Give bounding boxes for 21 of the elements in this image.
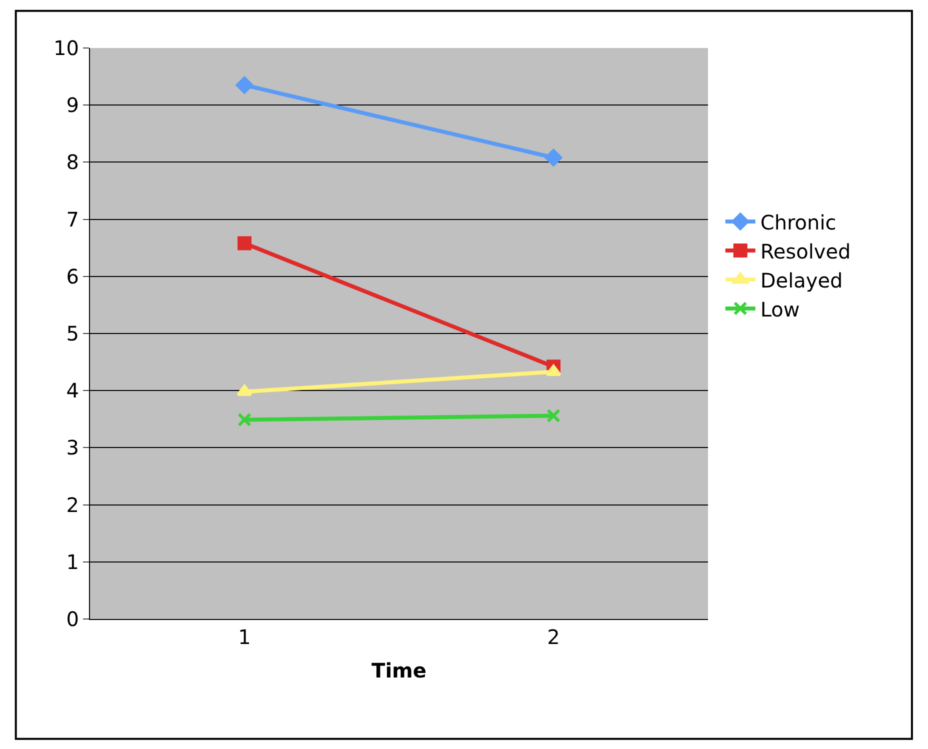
x-axis-title: Time [372, 658, 426, 682]
y-tick-label: 6 [66, 264, 79, 288]
y-tick-label: 3 [66, 436, 79, 460]
legend-label: Resolved [760, 239, 851, 264]
y-tick-label: 7 [66, 207, 79, 232]
y-tick-label: 9 [66, 93, 79, 118]
point [238, 236, 252, 250]
point [238, 412, 252, 427]
y-tick-label: 4 [66, 378, 79, 403]
y-tick-label: 5 [66, 322, 79, 346]
y-tick-label: 2 [66, 492, 79, 517]
point [236, 76, 254, 94]
legend-label: Chronic [760, 210, 836, 234]
y-tick-label: 1 [66, 550, 79, 574]
y-tick-label: 0 [66, 607, 79, 631]
point [544, 148, 562, 166]
y-tick-label: 10 [54, 36, 79, 60]
legend-label: Low [760, 297, 800, 322]
legend-label: Delayed [760, 268, 843, 292]
point [546, 408, 560, 423]
y-tick-label: 8 [66, 150, 79, 174]
